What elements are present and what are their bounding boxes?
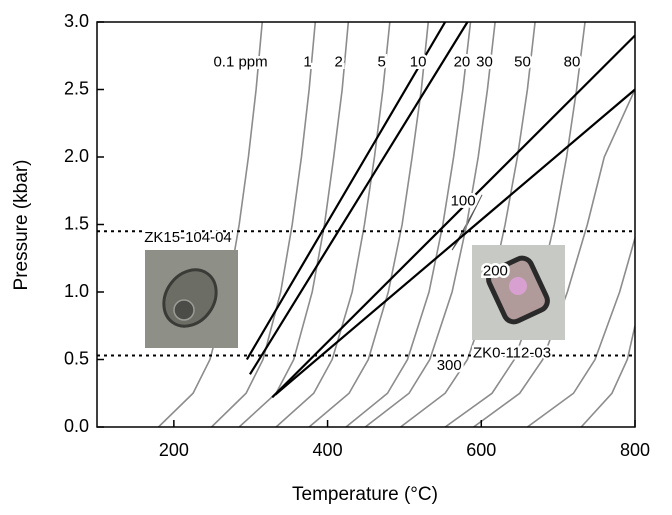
isopleth-label: 50 xyxy=(514,53,531,70)
isopleth xyxy=(526,237,635,427)
isopleth-label: 2 xyxy=(334,53,342,70)
y-tick-label: 0.0 xyxy=(64,416,89,436)
x-tick-label: 400 xyxy=(313,440,343,460)
y-tick-label: 2.0 xyxy=(64,146,89,166)
x-axis-label: Temperature (°C) xyxy=(292,484,438,505)
isopleth-label: 20 xyxy=(454,53,471,70)
sample-label: ZK15-104-04 xyxy=(144,229,232,246)
x-tick-label: 200 xyxy=(159,440,189,460)
y-tick-label: 3.0 xyxy=(64,11,89,31)
y-tick-label: 1.5 xyxy=(64,213,89,233)
y-axis-label: Pressure (kbar) xyxy=(11,160,32,291)
isopleth-label: 5 xyxy=(378,53,386,70)
isopleth xyxy=(275,22,391,427)
isopleth-label: 10 xyxy=(410,53,427,70)
isochore xyxy=(274,88,635,396)
isopleth xyxy=(473,89,635,427)
isopleth xyxy=(364,22,496,427)
x-tick-label: 800 xyxy=(620,440,650,460)
isopleth xyxy=(238,22,350,427)
axes: 200 400 600 800 0.0 0.5 1.0 1.5 2.0 2.5 3.0 xyxy=(64,11,650,460)
isopleth-label: 100 xyxy=(451,193,476,210)
isopleth xyxy=(580,325,635,427)
isochore xyxy=(245,22,447,361)
y-tick-label: 2.5 xyxy=(64,78,89,98)
isopleth-label: 30 xyxy=(476,53,493,70)
sample-label: ZK0-112-03 xyxy=(473,344,551,361)
y-tick-label: 1.0 xyxy=(64,281,89,301)
isopleth-label: 80 xyxy=(564,53,581,70)
x-tick-label: 600 xyxy=(466,440,496,460)
plot-area xyxy=(157,22,635,427)
photo-left xyxy=(145,250,238,348)
isopleth-label: 0.1 ppm xyxy=(213,53,267,70)
isopleth xyxy=(210,22,317,427)
photo-right xyxy=(472,245,565,340)
isopleth-label: 300 xyxy=(437,357,462,374)
isochore xyxy=(271,34,635,399)
isopleth-label: 200 xyxy=(483,263,508,280)
isopleth xyxy=(157,22,264,427)
y-tick-label: 0.5 xyxy=(64,348,89,368)
isopleth-label: 1 xyxy=(303,53,311,70)
isochore xyxy=(249,22,469,375)
